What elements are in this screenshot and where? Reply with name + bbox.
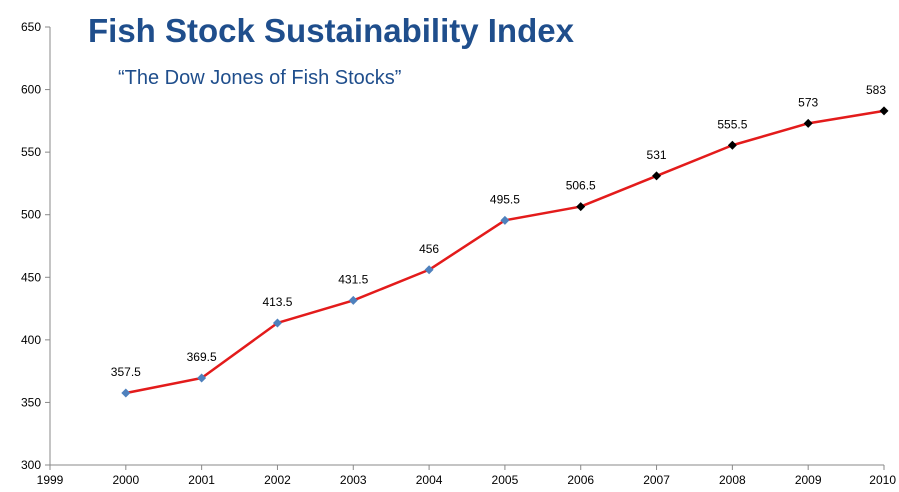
y-tick-label: 450	[21, 270, 41, 284]
data-point-marker	[576, 202, 586, 212]
x-tick-label: 1999	[37, 473, 64, 487]
data-label: 531	[647, 148, 667, 162]
data-label: 583	[866, 83, 886, 97]
data-point-marker	[652, 171, 662, 181]
y-tick-label: 350	[21, 395, 41, 409]
x-axis-ticks: 1999 2000 2001 2002 2003 2004 2005 2006 2007 2008…	[37, 465, 896, 487]
data-label: 573	[798, 95, 818, 109]
x-tick-label: 2008	[719, 473, 746, 487]
data-label: 495.5	[490, 192, 520, 206]
data-label: 431.5	[338, 272, 368, 286]
data-point-marker	[348, 295, 358, 305]
data-point-marker	[727, 140, 737, 150]
data-point-marker	[121, 388, 131, 398]
data-point-marker	[272, 318, 282, 328]
y-tick-label: 600	[21, 83, 41, 97]
x-tick-label: 2004	[416, 473, 443, 487]
x-tick-label: 2009	[795, 473, 822, 487]
series-line	[125, 109, 885, 395]
x-tick-label: 2002	[264, 473, 291, 487]
data-point-marker	[197, 373, 207, 383]
data-label: 413.5	[262, 295, 292, 309]
x-tick-label: 2007	[643, 473, 670, 487]
data-label: 506.5	[566, 179, 596, 193]
series-group: 357.5 369.5 413.5 431.5 456 495.5 506.5 531 555.…	[111, 83, 889, 398]
data-point-marker	[803, 118, 813, 128]
data-point-marker	[500, 215, 510, 225]
data-label: 369.5	[187, 350, 217, 364]
y-axis-ticks: 300 350 400 450 500 550 600 650	[21, 20, 50, 472]
chart-title: Fish Stock Sustainability Index	[88, 12, 575, 49]
data-label: 555.5	[717, 117, 747, 131]
data-point-marker	[879, 106, 889, 116]
y-tick-label: 650	[21, 20, 41, 34]
x-tick-label: 2003	[340, 473, 367, 487]
chart-subtitle: “The Dow Jones of Fish Stocks”	[118, 67, 401, 89]
y-tick-label: 500	[21, 208, 41, 222]
y-tick-label: 400	[21, 333, 41, 347]
y-tick-label: 550	[21, 145, 41, 159]
x-tick-label: 2006	[567, 473, 594, 487]
x-tick-label: 2005	[492, 473, 519, 487]
data-point-marker	[424, 265, 434, 275]
x-tick-label: 2010	[869, 473, 896, 487]
x-tick-label: 2000	[112, 473, 139, 487]
y-tick-label: 300	[21, 458, 41, 472]
x-tick-label: 2001	[188, 473, 215, 487]
data-label: 456	[419, 242, 439, 256]
data-label: 357.5	[111, 365, 141, 379]
